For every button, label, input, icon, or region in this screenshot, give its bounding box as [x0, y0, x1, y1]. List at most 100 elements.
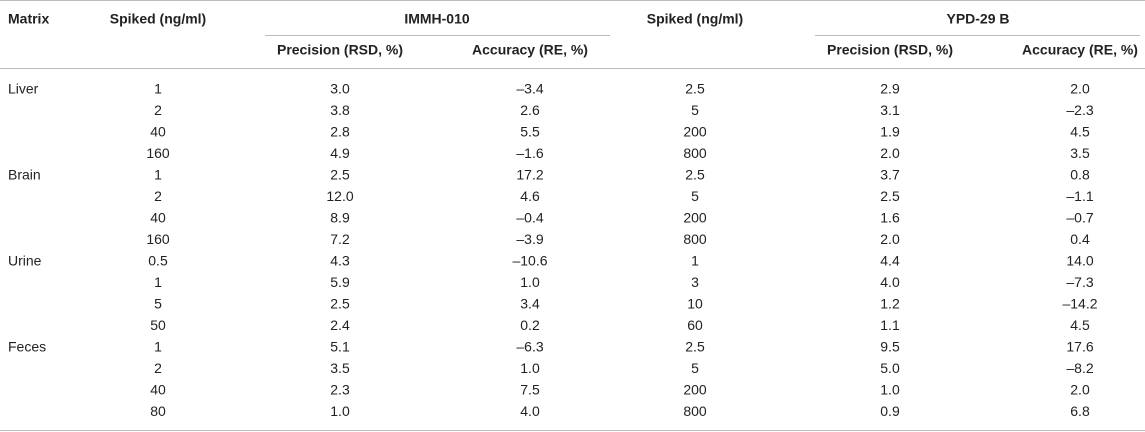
precision-cell: 2.5: [880, 188, 900, 204]
precision-cell: 5.0: [880, 360, 900, 376]
precision-cell: 1.9: [880, 124, 900, 140]
precision-cell: 2.0: [880, 145, 900, 161]
accuracy-cell: 6.8: [1070, 403, 1090, 419]
spiked-cell: 0.5: [148, 253, 168, 269]
precision-cell: 5.1: [330, 339, 350, 355]
matrix-cell: Brain: [8, 167, 41, 183]
accuracy-cell: 14.0: [1066, 253, 1093, 269]
precision-cell: 12.0: [326, 188, 353, 204]
accuracy-cell: –10.6: [512, 253, 547, 269]
spiked-cell: 800: [683, 403, 707, 419]
accuracy-cell: 1.0: [520, 274, 540, 290]
spiked-cell: 60: [687, 317, 703, 333]
precision-cell: 2.0: [880, 231, 900, 247]
precision-cell: 3.1: [880, 102, 900, 118]
accuracy-cell: 4.5: [1070, 124, 1090, 140]
spiked-cell: 160: [146, 231, 170, 247]
accuracy-cell: 2.0: [1070, 382, 1090, 398]
spiked-cell: 160: [146, 145, 170, 161]
accuracy-cell: –14.2: [1062, 296, 1097, 312]
spiked-cell: 5: [691, 102, 699, 118]
spiked-cell: 3: [691, 274, 699, 290]
spiked-cell: 40: [150, 210, 166, 226]
precision-cell: 7.2: [330, 231, 350, 247]
spiked-cell: 1: [154, 167, 162, 183]
matrix-cell: Liver: [8, 81, 39, 97]
precision-cell: 2.8: [330, 124, 350, 140]
accuracy-cell: 17.2: [516, 167, 543, 183]
accuracy-cell: 17.6: [1066, 339, 1093, 355]
spiked-cell: 1: [691, 253, 699, 269]
header-matrix: Matrix: [8, 11, 49, 27]
precision-cell: 1.0: [880, 382, 900, 398]
precision-cell: 4.3: [330, 253, 350, 269]
matrix-cell: Feces: [8, 339, 46, 355]
spiked-cell: 200: [683, 382, 707, 398]
accuracy-cell: –2.3: [1066, 102, 1093, 118]
accuracy-cell: –1.6: [516, 145, 543, 161]
header-spiked: Spiked (ng/ml): [647, 11, 743, 27]
spiked-cell: 2.5: [685, 339, 705, 355]
precision-cell: 1.6: [880, 210, 900, 226]
accuracy-cell: 2.6: [520, 102, 540, 118]
header-precision: Precision (RSD, %): [277, 42, 403, 58]
accuracy-cell: –7.3: [1066, 274, 1093, 290]
spiked-cell: 800: [683, 145, 707, 161]
precision-cell: 0.9: [880, 403, 900, 419]
accuracy-cell: –0.4: [516, 210, 543, 226]
accuracy-cell: 3.5: [1070, 145, 1090, 161]
accuracy-cell: –0.7: [1066, 210, 1093, 226]
accuracy-cell: –3.4: [516, 81, 543, 97]
spiked-cell: 1: [154, 274, 162, 290]
header-compound: IMMH-010: [404, 11, 470, 27]
spiked-cell: 2.5: [685, 81, 705, 97]
accuracy-cell: 4.5: [1070, 317, 1090, 333]
accuracy-cell: –1.1: [1066, 188, 1093, 204]
precision-cell: 4.0: [880, 274, 900, 290]
precision-cell: 8.9: [330, 210, 350, 226]
spiked-cell: 5: [154, 296, 162, 312]
accuracy-cell: –6.3: [516, 339, 543, 355]
accuracy-cell: 7.5: [520, 382, 540, 398]
precision-cell: 3.5: [330, 360, 350, 376]
accuracy-cell: –3.9: [516, 231, 543, 247]
spiked-cell: 5: [691, 360, 699, 376]
accuracy-cell: 3.4: [520, 296, 540, 312]
precision-cell: 4.9: [330, 145, 350, 161]
accuracy-cell: 2.0: [1070, 81, 1090, 97]
spiked-cell: 200: [683, 124, 707, 140]
precision-cell: 3.0: [330, 81, 350, 97]
precision-cell: 4.4: [880, 253, 900, 269]
spiked-cell: 80: [150, 403, 166, 419]
precision-cell: 1.2: [880, 296, 900, 312]
spiked-cell: 1: [154, 339, 162, 355]
accuracy-cell: 4.0: [520, 403, 540, 419]
spiked-cell: 40: [150, 124, 166, 140]
spiked-cell: 2: [154, 360, 162, 376]
accuracy-cell: 4.6: [520, 188, 540, 204]
precision-cell: 5.9: [330, 274, 350, 290]
accuracy-cell: 0.4: [1070, 231, 1090, 247]
precision-cell: 9.5: [880, 339, 900, 355]
header-compound: YPD-29 B: [946, 11, 1009, 27]
spiked-cell: 5: [691, 188, 699, 204]
matrix-cell: Urine: [8, 253, 42, 269]
precision-cell: 2.4: [330, 317, 350, 333]
accuracy-cell: 1.0: [520, 360, 540, 376]
spiked-cell: 2.5: [685, 167, 705, 183]
precision-cell: 2.5: [330, 167, 350, 183]
header-accuracy: Accuracy (RE, %): [1022, 42, 1138, 58]
spiked-cell: 2: [154, 188, 162, 204]
precision-cell: 2.5: [330, 296, 350, 312]
precision-cell: 3.8: [330, 102, 350, 118]
header-precision: Precision (RSD, %): [827, 42, 953, 58]
precision-cell: 2.3: [330, 382, 350, 398]
spiked-cell: 10: [687, 296, 703, 312]
spiked-cell: 40: [150, 382, 166, 398]
accuracy-cell: –8.2: [1066, 360, 1093, 376]
precision-cell: 1.0: [330, 403, 350, 419]
spiked-cell: 2: [154, 102, 162, 118]
header-accuracy: Accuracy (RE, %): [472, 42, 588, 58]
spiked-cell: 50: [150, 317, 166, 333]
